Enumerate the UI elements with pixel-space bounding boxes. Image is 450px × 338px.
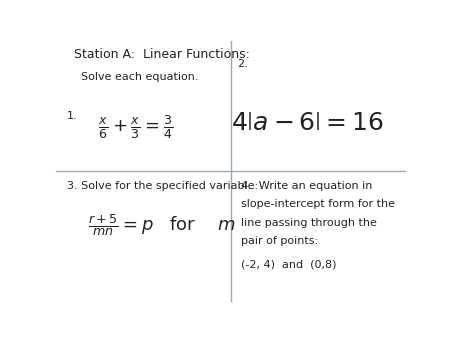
- Text: $4\left|a-6\right|=16$: $4\left|a-6\right|=16$: [231, 111, 384, 135]
- Text: $\frac{x}{6}+\frac{x}{3}=\frac{3}{4}$: $\frac{x}{6}+\frac{x}{3}=\frac{3}{4}$: [98, 114, 173, 141]
- Text: 4.  Write an equation in: 4. Write an equation in: [241, 181, 373, 191]
- Text: 1.: 1.: [67, 111, 77, 121]
- Text: pair of points:: pair of points:: [241, 236, 318, 246]
- Text: line passing through the: line passing through the: [241, 218, 377, 227]
- Text: $\frac{r+5}{mn}=p$   for    $m$: $\frac{r+5}{mn}=p$ for $m$: [88, 212, 235, 238]
- Text: 3. Solve for the specified variable:: 3. Solve for the specified variable:: [67, 181, 258, 191]
- Text: Station A:  Linear Functions:: Station A: Linear Functions:: [74, 48, 250, 62]
- Text: slope-intercept form for the: slope-intercept form for the: [241, 199, 395, 209]
- Text: 2.: 2.: [238, 59, 248, 69]
- Text: (-2, 4)  and  (0,8): (-2, 4) and (0,8): [241, 259, 337, 269]
- Text: Solve each equation.: Solve each equation.: [81, 72, 198, 82]
